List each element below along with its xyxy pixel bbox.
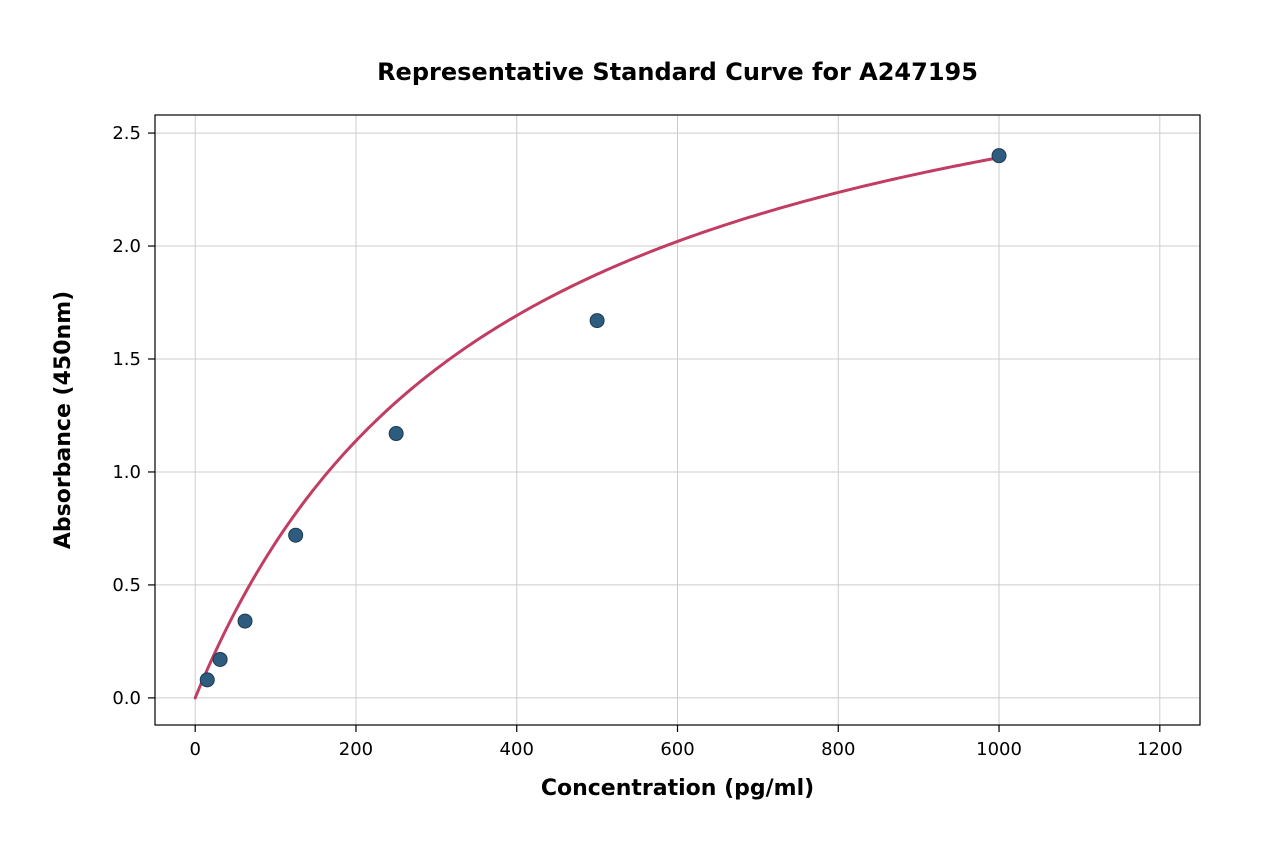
standard-curve-chart: 0 200 400 600 800 1000 1200 0.0 0.5 1.0 1.5 2.0 2.5… [0,0,1280,845]
y-tick-label: 1.5 [112,349,141,370]
data-point [213,652,227,666]
chart-background [0,0,1280,845]
y-tick-label: 0.0 [112,688,141,709]
x-tick-label: 0 [189,739,200,760]
y-axis-label: Absorbance (450nm) [51,291,76,549]
y-tick-label: 1.0 [112,462,141,483]
x-tick-label: 800 [821,739,855,760]
chart-container: 0 200 400 600 800 1000 1200 0.0 0.5 1.0 1.5 2.0 2.5… [0,0,1280,845]
data-point [590,314,604,328]
x-tick-label: 1200 [1137,739,1183,760]
data-point [238,614,252,628]
data-point [289,528,303,542]
x-tick-label: 600 [660,739,694,760]
x-tick-label: 200 [339,739,373,760]
y-tick-label: 2.0 [112,236,141,257]
chart-title: Representative Standard Curve for A24719… [377,58,978,86]
data-point [389,427,403,441]
y-tick-label: 0.5 [112,575,141,596]
x-tick-label: 1000 [976,739,1022,760]
y-tick-label: 2.5 [112,123,141,144]
x-tick-label: 400 [500,739,534,760]
data-point [200,673,214,687]
x-axis-label: Concentration (pg/ml) [541,776,814,801]
data-point [992,149,1006,163]
